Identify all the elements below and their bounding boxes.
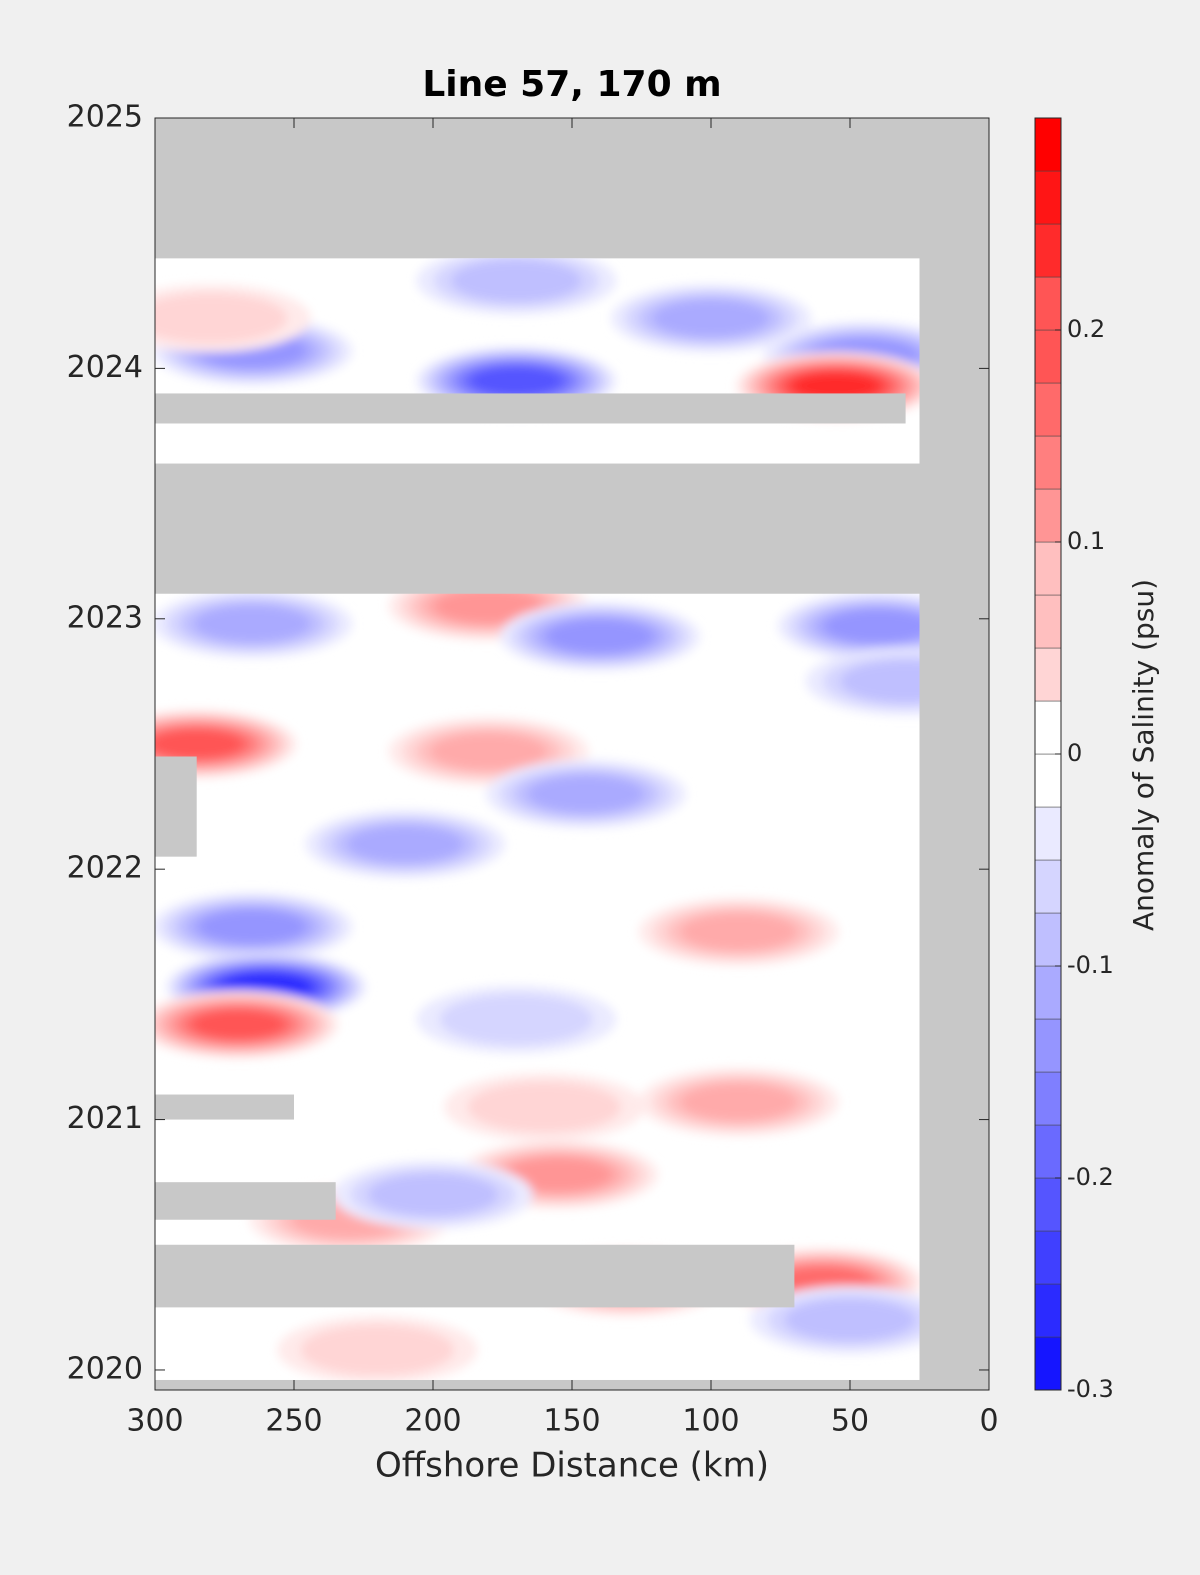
- contour-level: [430, 733, 547, 770]
- anomaly: [444, 1073, 645, 1142]
- anomaly: [805, 647, 920, 716]
- colorbar-level: [1034, 859, 1062, 914]
- colorbar-level: [1034, 965, 1062, 1020]
- contour-level: [785, 1298, 915, 1341]
- missing-data: [155, 393, 906, 424]
- anomaly: [333, 1160, 533, 1229]
- missing-data: [155, 1244, 795, 1308]
- anomaly: [485, 760, 686, 829]
- anomaly: [638, 897, 839, 966]
- missing-data: [155, 1182, 336, 1220]
- colorbar-level: [1034, 912, 1062, 967]
- colorbar-level: [1034, 223, 1062, 278]
- contour-level: [680, 1083, 797, 1121]
- missing-data: [155, 463, 920, 594]
- contour-level: [439, 994, 594, 1045]
- colorbar-level: [1034, 276, 1062, 331]
- anomaly: [155, 709, 297, 778]
- colorbar-level: [1034, 329, 1062, 384]
- contour-level: [192, 1010, 284, 1039]
- contour-level: [368, 1173, 498, 1216]
- colorbar-tick-label: -0.2: [1067, 1163, 1114, 1191]
- colorbar-tick-label: 0: [1067, 739, 1082, 767]
- anomaly: [416, 985, 617, 1054]
- contour-level: [198, 910, 306, 944]
- colorbar-level: [1034, 1018, 1062, 1073]
- anomaly: [155, 990, 339, 1059]
- x-tick-label: 50: [831, 1404, 869, 1439]
- colorbar-level: [1034, 1071, 1062, 1126]
- contour-level: [504, 1157, 612, 1192]
- anomaly: [638, 1068, 839, 1137]
- data-region: [155, 258, 920, 1380]
- anomaly: [305, 810, 506, 879]
- anomaly: [416, 258, 617, 315]
- colorbar-level: [1034, 753, 1062, 808]
- y-tick-label: 2021: [67, 1101, 143, 1136]
- anomaly: [155, 892, 353, 961]
- contour-level: [194, 605, 311, 643]
- y-tick-label: 2022: [67, 851, 143, 886]
- colorbar-level: [1034, 700, 1062, 755]
- x-tick-label: 100: [682, 1404, 739, 1439]
- x-axis-label: Offshore Distance (km): [375, 1446, 769, 1486]
- y-tick-label: 2023: [67, 600, 143, 635]
- chart-title: Line 57, 170 m: [422, 64, 721, 105]
- contour-level: [347, 825, 464, 863]
- missing-data: [155, 1094, 294, 1120]
- contour-level: [840, 660, 920, 703]
- anomaly: [155, 284, 311, 353]
- contour-level: [653, 299, 769, 337]
- colorbar-tick-label: -0.3: [1067, 1375, 1114, 1403]
- contour-level: [435, 589, 542, 623]
- missing-data: [155, 756, 197, 857]
- contour-level: [546, 619, 654, 653]
- contour-level: [470, 367, 562, 395]
- colorbar-tick-label: 0.1: [1067, 527, 1105, 555]
- contour-level: [451, 259, 582, 302]
- colorbar-level: [1034, 1283, 1062, 1338]
- colorbar-level: [1034, 1230, 1062, 1285]
- contour-level: [527, 775, 644, 813]
- contour-level: [300, 1324, 455, 1376]
- x-tick-label: 0: [979, 1404, 998, 1439]
- anomaly: [777, 592, 920, 661]
- anomaly: [155, 589, 353, 658]
- x-tick-label: 300: [126, 1404, 183, 1439]
- colorbar-level: [1034, 1336, 1062, 1391]
- colorbar-level: [1034, 170, 1062, 225]
- x-tick-label: 250: [265, 1404, 322, 1439]
- colorbar-tick-label: 0.2: [1067, 315, 1105, 343]
- x-tick-label: 200: [404, 1404, 461, 1439]
- anomaly: [277, 1315, 478, 1380]
- colorbar-level: [1034, 382, 1062, 437]
- contour-level: [155, 730, 243, 758]
- y-tick-label: 2025: [67, 100, 143, 135]
- colorbar-level: [1034, 1177, 1062, 1232]
- colorbar-level: [1034, 1124, 1062, 1179]
- anomaly: [499, 602, 700, 671]
- colorbar-level: [1034, 435, 1062, 490]
- anomaly-field: [155, 258, 920, 1380]
- colorbar-level: [1034, 117, 1062, 172]
- colorbar-level: [1034, 488, 1062, 543]
- contour-level: [680, 913, 797, 951]
- colorbar-level: [1034, 594, 1062, 649]
- contour-level: [793, 373, 879, 399]
- y-tick-label: 2024: [67, 350, 143, 385]
- contour-level: [155, 292, 288, 344]
- y-tick-label: 2020: [67, 1351, 143, 1386]
- anomaly: [611, 284, 811, 353]
- contour-level: [467, 1081, 621, 1133]
- x-tick-label: 150: [543, 1404, 600, 1439]
- colorbar-tick-label: -0.1: [1067, 951, 1114, 979]
- colorbar-level: [1034, 541, 1062, 596]
- colorbar-level: [1034, 647, 1062, 702]
- contour-level: [824, 609, 920, 643]
- colorbar-label: Anomaly of Salinity (psu): [1127, 579, 1160, 931]
- colorbar-level: [1034, 806, 1062, 861]
